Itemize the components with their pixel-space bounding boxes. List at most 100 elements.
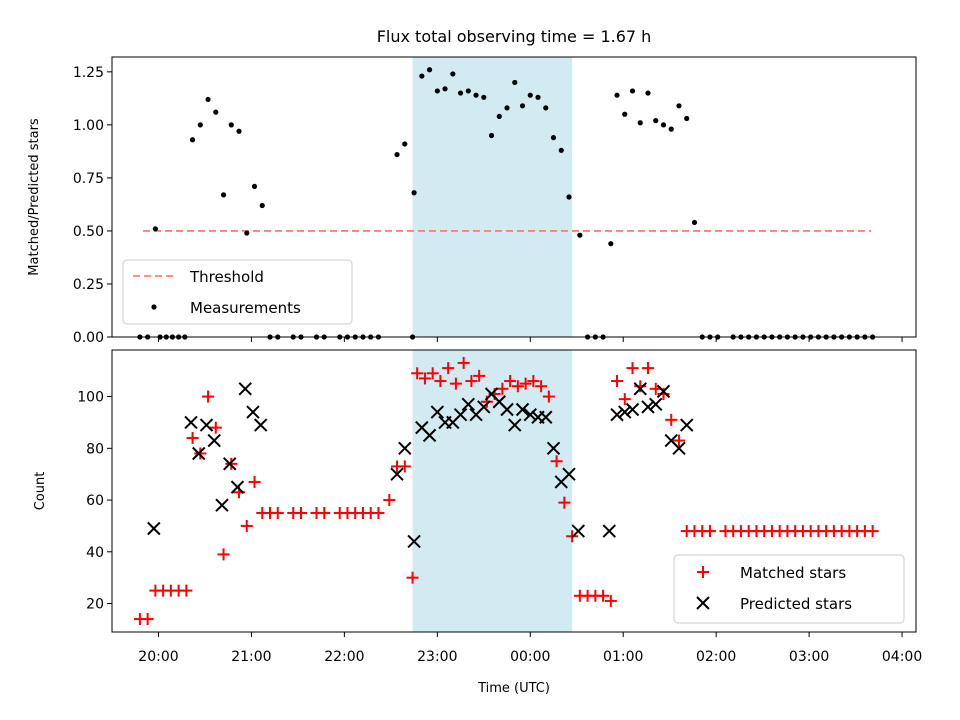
measurement-point [684, 115, 690, 122]
count-y-tick-label: 40 [86, 545, 104, 561]
predicted-stars-point [453, 407, 468, 422]
count-legend: Matched stars Predicted stars [673, 554, 905, 624]
measurement-point [653, 118, 659, 124]
predicted-stars-point [523, 407, 537, 422]
matched-stars-point [318, 506, 331, 519]
legend-measurements-swatch [151, 304, 157, 310]
measurement-point [512, 79, 518, 86]
matched-stars-point [194, 447, 207, 460]
matched-stars-point [449, 377, 462, 390]
measurement-point [535, 94, 541, 100]
predicted-stars-point [633, 382, 647, 396]
predicted-stars-point [672, 441, 686, 456]
matched-stars-point [465, 375, 478, 388]
measurement-points [137, 67, 876, 340]
predicted-stars-point [192, 446, 206, 461]
measurement-point [411, 190, 417, 196]
measurement-point [251, 183, 258, 189]
predicted-stars-point [199, 418, 214, 432]
matched-stars-point [542, 390, 555, 403]
predicted-stars-point [610, 407, 624, 422]
time-x-tick-label: 21:00 [231, 649, 271, 665]
measurement-point [504, 105, 510, 111]
matched-stars-point [626, 362, 639, 375]
measurement-point [496, 113, 502, 119]
matched-stars-point [294, 506, 307, 519]
matched-stars-point [866, 525, 879, 538]
measurement-point [205, 96, 211, 103]
count-y-tick-label: 80 [86, 441, 104, 457]
predicted-stars-point [618, 405, 632, 419]
predicted-stars-point [430, 405, 445, 419]
predicted-stars-point [625, 402, 640, 417]
measurement-point [566, 194, 572, 200]
ratio-y-tick-label: 0.75 [73, 171, 104, 187]
matched-stars-point [442, 362, 455, 375]
count-y-tick-label: 20 [86, 597, 104, 613]
measurement-point [622, 111, 628, 117]
matched-stars-point [642, 362, 654, 375]
predicted-stars-point [602, 524, 616, 538]
measurement-point [637, 120, 643, 126]
predicted-stars-point [461, 397, 476, 412]
predicted-stars-point [147, 521, 161, 536]
predicted-stars-point [230, 480, 245, 494]
matched-stars-point [473, 369, 486, 382]
predicted-stars-point [546, 441, 561, 456]
matched-stars-point [271, 506, 284, 519]
matched-stars-point [248, 475, 261, 488]
ratio-y-tick-label: 0.50 [73, 224, 104, 240]
measurement-point [519, 103, 526, 109]
measurement-point [668, 126, 674, 132]
matched-stars-point [141, 613, 154, 626]
measurement-point [213, 109, 219, 115]
legend-matched-label: Matched stars [740, 564, 846, 582]
measurement-point [259, 202, 265, 209]
ratio-legend-box [122, 259, 353, 325]
legend-matched-swatch [697, 566, 709, 578]
measurement-point [450, 71, 456, 77]
matched-stars-point [186, 431, 199, 444]
ratio-panel-frame [111, 56, 917, 338]
matched-stars-point [434, 375, 447, 388]
predicted-stars-point [223, 457, 237, 471]
count-legend-box [673, 554, 905, 624]
measurement-point [434, 88, 440, 94]
matched-stars-point [372, 506, 385, 519]
matched-stars-point [611, 375, 624, 388]
time-x-tick-label: 03:00 [789, 649, 829, 665]
matched-stars-point [180, 584, 193, 597]
measurement-point [473, 92, 479, 98]
predicted-stars-point [238, 382, 252, 396]
time-x-tick-label: 01:00 [603, 649, 643, 665]
time-x-tick-label: 20:00 [138, 649, 178, 665]
count-panel-frame [111, 349, 917, 633]
measurement-point [244, 230, 250, 236]
matched-stars-point [519, 377, 532, 390]
predicted-stars-point [398, 441, 412, 456]
measurement-point [189, 137, 196, 143]
measurement-point [676, 103, 682, 109]
predicted-stars-point [477, 400, 491, 414]
measurement-point [419, 73, 425, 79]
observing-window-span [412, 57, 573, 337]
measurement-point [402, 141, 408, 147]
matched-stars-point [504, 375, 517, 388]
measurement-point [550, 135, 557, 141]
time-x-tick-label: 23:00 [417, 649, 457, 665]
predicted-stars-point [422, 428, 437, 443]
count-y-axis-label: Count [33, 472, 48, 511]
time-x-tick-label: 00:00 [510, 649, 550, 665]
matched-stars-point [527, 375, 540, 388]
matched-stars-point [703, 525, 716, 538]
count-y-ticks: 20 40 60 80 100 [77, 390, 112, 613]
matched-stars-point [511, 380, 524, 393]
matched-stars-point [217, 548, 230, 561]
legend-measurements-label: Measurements [190, 299, 301, 317]
matched-stars-point [496, 382, 509, 395]
measurement-point [629, 88, 636, 94]
predicted-stars-point [508, 418, 522, 432]
measurement-point [527, 92, 533, 98]
measurement-point [442, 86, 448, 92]
